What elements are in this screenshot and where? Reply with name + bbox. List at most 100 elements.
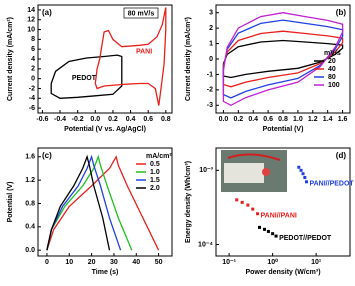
x-tick-label: 1.4 <box>323 116 333 123</box>
legend-label: 2.0 <box>150 185 160 192</box>
y-axis-label: Potential (V) <box>7 182 14 223</box>
x-tick-label: 0.0 <box>219 116 229 123</box>
panel-label: (a) <box>42 8 52 17</box>
series-line <box>46 154 133 251</box>
x-tick-label: 0.8 <box>278 116 288 123</box>
data-point <box>274 234 278 238</box>
x-tick-label: 50 <box>155 259 163 266</box>
data-point <box>235 198 239 202</box>
y-axis-label: Current density (mA/cm²) <box>7 17 14 101</box>
x-tick-label: 40 <box>132 259 140 266</box>
x-tick-label: 1.2 <box>308 116 318 123</box>
y-tick-label: 0.4 <box>25 224 35 231</box>
panel: -0.6 -0.4 -0.2 0.0 0.2 0.4 0.6 0.8 -6 -4 -2 0 2 4 6 8 10… <box>7 4 173 133</box>
y-tick-label: 3 <box>209 10 213 17</box>
series-line <box>46 155 160 251</box>
x-axis-label: Time (s) <box>92 269 119 276</box>
annotation-box <box>123 7 159 19</box>
legend-label: 1.0 <box>150 169 160 176</box>
x-tick-label: 0.4 <box>248 116 258 123</box>
y-tick-label: 0.8 <box>25 200 35 207</box>
data-point <box>304 180 308 184</box>
legend-title: mV/s <box>324 50 341 57</box>
legend-label: 1.5 <box>150 177 160 184</box>
data-point <box>299 168 303 172</box>
legend-label: 0.5 <box>150 161 160 168</box>
data-point <box>256 212 260 216</box>
series-label: PEDOT <box>72 75 97 82</box>
inset-wire <box>227 153 281 161</box>
x-tick-label: 30 <box>110 259 118 266</box>
data-point <box>240 200 244 204</box>
series-label: PANI//PEDOT <box>309 181 354 188</box>
plot-frame <box>37 147 173 257</box>
y-tick-label: -4 <box>29 95 35 102</box>
series-line <box>222 12 344 107</box>
panel-label: (d) <box>336 151 347 160</box>
x-axis-label: Power density (W/cm³) <box>245 269 320 276</box>
panel: 10⁻¹ 10⁰ 10¹ 10⁻⁴ 10⁻³ Power density (W/cm³) E… <box>185 147 354 276</box>
annotation: 80 mV/s <box>128 10 155 17</box>
series-label: PEDOT//PEDOT <box>279 235 332 242</box>
y-tick-label: 4 <box>31 56 35 63</box>
y-tick-label: -1 <box>207 71 213 78</box>
y-tick-label: 1.6 <box>25 154 35 161</box>
x-tick-label: 0.4 <box>126 116 136 123</box>
series-line <box>222 30 344 88</box>
x-tick-label: 1.0 <box>293 116 303 123</box>
inset-led <box>262 168 270 176</box>
series-line <box>222 19 344 99</box>
inset-photo <box>221 150 287 192</box>
y-tick-label: 0.0 <box>25 247 35 254</box>
x-axis-label: Potential (V vs. Ag/AgCl) <box>64 126 146 133</box>
y-tick-label: -6 <box>29 105 35 112</box>
panel-label: (c) <box>42 151 52 160</box>
series-label: PANI//PANI <box>261 213 297 220</box>
x-tick-label: 10 <box>65 259 73 266</box>
legend-title: mA/cm² <box>146 153 172 160</box>
x-tick-label: 0.8 <box>161 116 171 123</box>
y-tick-label: 0 <box>209 56 213 63</box>
y-tick-label: 2 <box>31 66 35 73</box>
x-tick-label: 10¹ <box>311 259 322 266</box>
series-line <box>46 154 111 251</box>
y-tick-label: 10⁻³ <box>199 167 213 174</box>
x-tick-label: 0.2 <box>233 116 243 123</box>
x-tick-label: 0.6 <box>263 116 273 123</box>
y-axis-label: Current density (mA/cm²) <box>185 17 192 101</box>
inset-device <box>224 163 264 183</box>
panel: 0.0 0.2 0.4 0.6 0.8 1.0 1.2 1.4 1.6 -3 -2 -1 0 1 2 3 Pot… <box>185 4 351 133</box>
y-axis-label: Energy density (Wh/cm³) <box>185 161 192 243</box>
y-tick-label: 8 <box>31 36 35 43</box>
data-point <box>258 225 262 229</box>
x-tick-label: 0.2 <box>108 116 118 123</box>
x-tick-label: 1.6 <box>338 116 348 123</box>
y-tick-label: 12 <box>27 17 35 24</box>
legend-label: 40 <box>328 66 336 73</box>
legend-label: 20 <box>328 58 336 65</box>
x-tick-label: -0.6 <box>36 116 48 123</box>
plot-frame <box>215 147 351 257</box>
x-tick-label: -0.2 <box>72 116 84 123</box>
series-line <box>94 7 167 106</box>
y-tick-label: 1.2 <box>25 177 35 184</box>
y-tick-label: 2 <box>209 25 213 32</box>
legend-label: 100 <box>328 82 340 89</box>
x-tick-label: 10⁰ <box>267 258 278 266</box>
y-tick-label: -2 <box>29 85 35 92</box>
series-line <box>46 154 122 251</box>
series-line <box>50 54 123 99</box>
x-tick-label: 0.0 <box>90 116 100 123</box>
data-point <box>297 165 301 169</box>
series-line <box>222 39 344 79</box>
y-tick-label: 0 <box>31 75 35 82</box>
y-tick-label: -2 <box>207 87 213 94</box>
y-tick-label: -3 <box>207 102 213 109</box>
y-tick-label: 14 <box>27 7 35 14</box>
x-tick-label: 0 <box>45 259 49 266</box>
panel-label: (b) <box>336 8 347 17</box>
x-tick-label: -0.4 <box>54 116 66 123</box>
data-point <box>251 207 255 211</box>
panel: 0 10 20 30 40 50 0.0 0.4 0.8 1.2 1.6 Time (s) Potent… <box>7 147 173 276</box>
